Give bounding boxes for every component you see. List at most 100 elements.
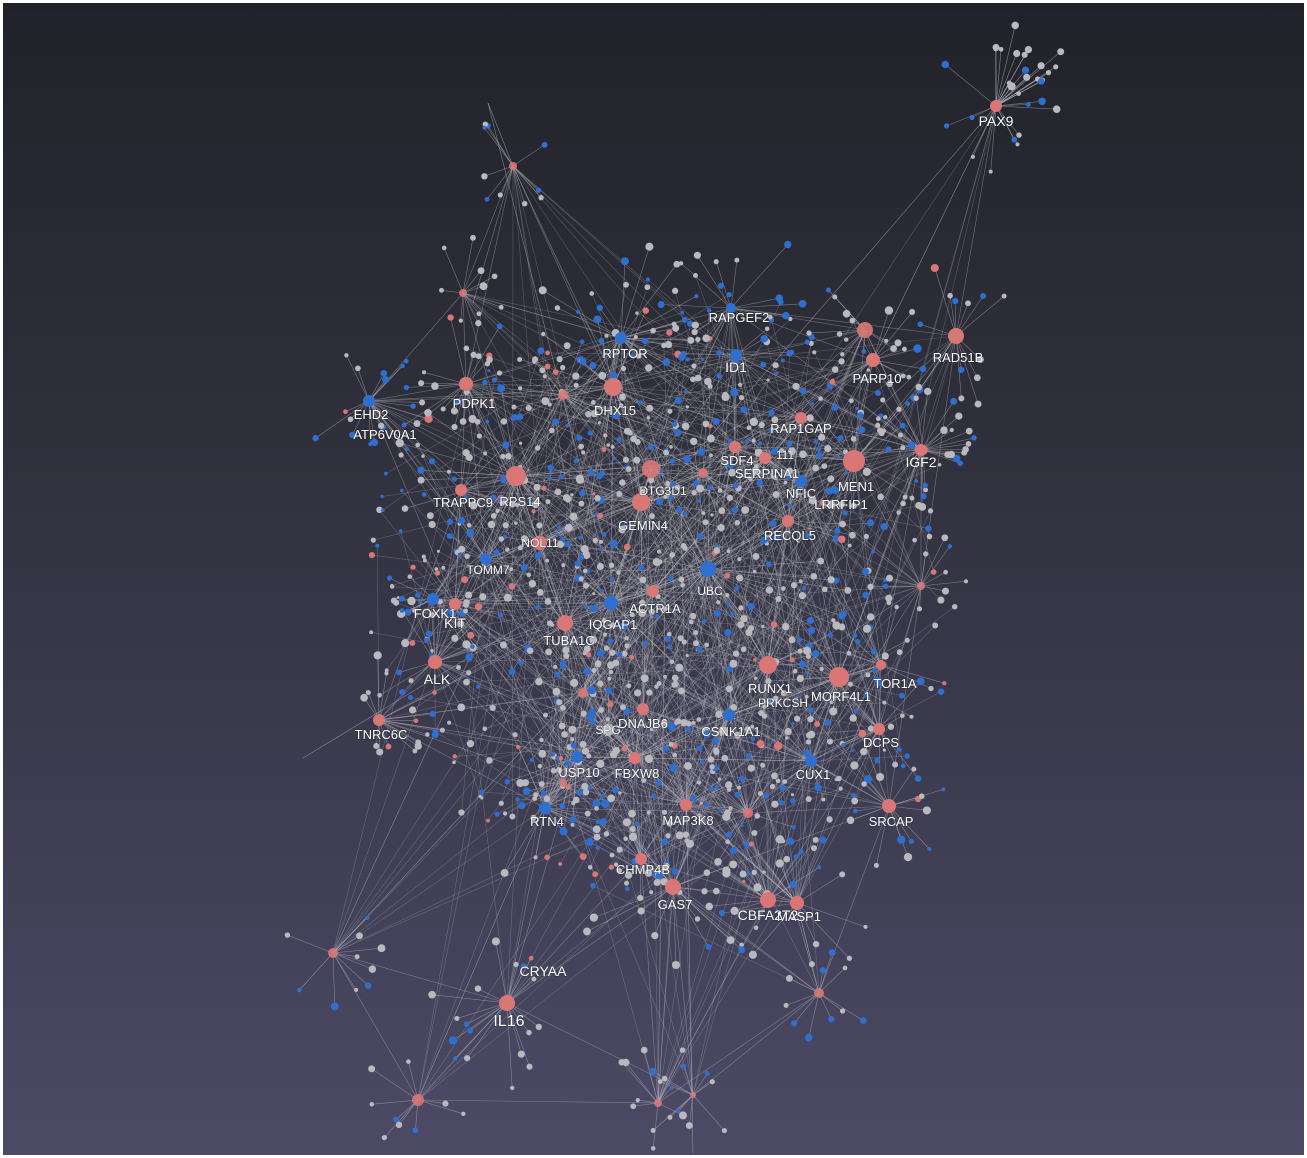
- gene-node-rtn4[interactable]: [539, 802, 551, 814]
- edge: [607, 446, 613, 731]
- gene-node-recql5[interactable]: [782, 515, 794, 527]
- gene-node-nfic[interactable]: [795, 475, 807, 487]
- network-graph[interactable]: PAX9RAPGEF2RPTORID1PARP10RAD51BEHD2PDPK1…: [3, 3, 1304, 1155]
- gene-node-cux1[interactable]: [805, 755, 817, 767]
- gene-node-alk[interactable]: [428, 655, 442, 669]
- gene-node-foxk1[interactable]: [427, 593, 439, 605]
- gene-node-spg[interactable]: [602, 724, 614, 736]
- gene-node-trappc9[interactable]: [455, 484, 467, 496]
- gene-node-csnk1a1[interactable]: [723, 709, 735, 721]
- edge: [501, 386, 614, 804]
- gene-node-nol11[interactable]: [533, 536, 547, 550]
- gene-node-fbxw8[interactable]: [629, 752, 641, 764]
- gene-node-tnrc6c[interactable]: [373, 714, 385, 726]
- gene-node-rps14[interactable]: [506, 466, 526, 486]
- hub-node[interactable]: [917, 582, 925, 590]
- edge: [586, 886, 674, 932]
- gene-node-rap1gap[interactable]: [795, 412, 807, 424]
- gene-node-actr1a[interactable]: [647, 585, 659, 597]
- leaf-node: [740, 406, 748, 414]
- gene-node-gemin4[interactable]: [632, 493, 650, 511]
- hub-node[interactable]: [814, 988, 824, 998]
- edge: [488, 475, 517, 559]
- leaf-node: [923, 551, 929, 557]
- network-canvas[interactable]: PAX9 RAPGEF2 RPTOR ID1 PARP10 RAD51B EHD2 PDPK1…: [3, 3, 1304, 1155]
- hub-node[interactable]: [642, 460, 660, 478]
- gene-node-tuba1c[interactable]: [557, 615, 573, 631]
- gene-node-chmp4b[interactable]: [635, 853, 647, 865]
- hub-node[interactable]: [459, 289, 467, 297]
- gene-node-il16[interactable]: [499, 995, 515, 1011]
- leaf-node: [740, 823, 744, 828]
- leaf-node: [866, 613, 875, 621]
- leaf-node: [552, 418, 559, 426]
- hub-node[interactable]: [559, 779, 567, 787]
- gene-node-pax9[interactable]: [990, 100, 1002, 112]
- gene-node-rptor[interactable]: [615, 332, 627, 344]
- gene-node-serpina1[interactable]: [759, 452, 771, 464]
- hub-node[interactable]: [558, 390, 568, 400]
- gene-node-iqgap1[interactable]: [604, 596, 618, 610]
- leaf-node: [721, 754, 729, 762]
- leaf-node: [537, 763, 543, 769]
- gene-node-usp10[interactable]: [571, 751, 583, 763]
- leaf-node: [732, 482, 739, 489]
- gene-node-runx1[interactable]: [759, 656, 777, 674]
- gene-node-men1[interactable]: [843, 450, 865, 472]
- edge: [610, 602, 812, 762]
- edge: [600, 708, 644, 765]
- hub-node[interactable]: [328, 948, 338, 958]
- gene-node-map3k8[interactable]: [680, 799, 692, 811]
- leaf-node: [817, 865, 822, 870]
- leaf-node: [714, 857, 722, 866]
- gene-node-parp10[interactable]: [866, 353, 880, 367]
- leaf-node: [693, 630, 699, 636]
- gene-node-rapgef2[interactable]: [726, 303, 736, 313]
- hub-node[interactable]: [743, 808, 753, 818]
- leaf-node: [728, 468, 736, 477]
- leaf-node: [395, 1121, 403, 1129]
- gene-label-foxk1: FOXK1: [414, 606, 457, 621]
- gene-node-srcap[interactable]: [882, 799, 896, 813]
- leaf-node: [565, 784, 571, 790]
- edge: [500, 499, 541, 544]
- leaf-node: [704, 1070, 710, 1076]
- leaf-node: [781, 358, 785, 363]
- leaf-node: [775, 835, 785, 844]
- edge: [672, 886, 709, 948]
- gene-node-kit[interactable]: [449, 598, 461, 610]
- gene-node-cbfa2t2[interactable]: [760, 892, 776, 908]
- gene-node-pdpk1[interactable]: [459, 377, 473, 391]
- hub-node[interactable]: [412, 1094, 424, 1106]
- hub-node[interactable]: [698, 468, 708, 478]
- gene-node-ehd2[interactable]: [363, 395, 375, 407]
- gene-node-dcps[interactable]: [873, 723, 885, 735]
- gene-node-morf4l1[interactable]: [829, 667, 849, 687]
- gene-node-rad51b[interactable]: [948, 328, 964, 344]
- gene-node-id1[interactable]: [730, 349, 742, 361]
- hub-node[interactable]: [654, 1099, 662, 1107]
- hub-node[interactable]: [690, 1092, 696, 1098]
- leaf-node: [399, 688, 406, 696]
- gene-node-gas7[interactable]: [665, 879, 681, 895]
- hub-node[interactable]: [578, 688, 588, 698]
- hub-node[interactable]: [857, 322, 873, 338]
- leaf-node: [626, 683, 632, 689]
- gene-node-igf2[interactable]: [915, 444, 927, 456]
- edge: [934, 267, 957, 337]
- gene-node-ubc[interactable]: [700, 561, 716, 577]
- gene-node-masp1[interactable]: [790, 896, 804, 910]
- gene-node-sdf4[interactable]: [729, 441, 741, 453]
- gene-node-tor1a[interactable]: [876, 660, 886, 670]
- leaf-node: [696, 533, 703, 539]
- hub-node[interactable]: [509, 162, 517, 170]
- leaf-node: [509, 567, 514, 572]
- edge: [378, 719, 419, 743]
- leaf-node: [407, 695, 414, 701]
- gene-node-dhx15[interactable]: [604, 378, 622, 396]
- edge: [504, 714, 730, 814]
- leaf-node: [866, 368, 871, 372]
- gene-node-tomm7[interactable]: [480, 553, 492, 565]
- edge: [920, 585, 946, 592]
- gene-node-dnajb6[interactable]: [637, 703, 649, 715]
